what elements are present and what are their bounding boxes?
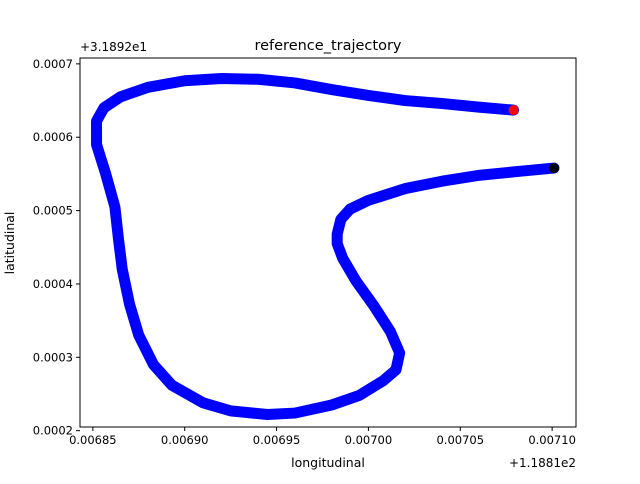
end-marker	[508, 105, 519, 116]
trajectory-point	[169, 382, 175, 388]
trajectory-point	[292, 80, 298, 86]
trajectory-point	[340, 255, 346, 261]
x-tick-label: 0.00705	[436, 433, 484, 447]
trajectory-point	[371, 303, 377, 309]
trajectory-point	[338, 216, 344, 222]
trajectory-point	[182, 78, 188, 84]
trajectory-point	[353, 277, 359, 283]
trajectory-point	[356, 392, 362, 398]
trajectory-point	[334, 231, 340, 237]
x-tick-label: 0.00700	[345, 433, 393, 447]
x-axis-ticks: 0.00685 0.00690 0.00695 0.00700 0.00705 0.007…	[69, 427, 576, 447]
trajectory-point	[365, 92, 371, 98]
trajectory-point	[397, 350, 403, 356]
x-axis-label: longitudinal	[291, 455, 365, 470]
trajectory-point	[228, 408, 234, 414]
trajectory-point	[145, 84, 151, 90]
trajectory-point	[150, 362, 156, 368]
trajectory-point	[292, 410, 298, 416]
trajectory-point	[117, 94, 123, 100]
trajectory-point	[476, 104, 482, 110]
axes-frame	[79, 57, 577, 428]
trajectory-point	[255, 76, 261, 82]
trajectory-point	[127, 301, 133, 307]
trajectory-point	[329, 402, 335, 408]
x-offset-label: +1.1881e2	[509, 456, 576, 470]
y-tick-label: 0.0007	[33, 57, 73, 71]
trajectory-line	[91, 73, 560, 421]
y-tick-label: 0.0002	[33, 424, 73, 438]
x-tick-label: 0.00690	[161, 433, 209, 447]
chart-title: reference_trajectory	[254, 38, 401, 54]
trajectory-point	[94, 142, 100, 148]
y-tick-label: 0.0006	[33, 130, 73, 144]
trajectory-point	[101, 105, 107, 111]
trajectory-point	[119, 266, 125, 272]
trajectory-point	[402, 98, 408, 104]
y-tick-label: 0.0005	[33, 204, 73, 218]
data-layer	[91, 73, 560, 421]
start-marker	[548, 163, 559, 174]
trajectory-point	[387, 329, 393, 335]
y-tick-label: 0.0003	[33, 350, 73, 364]
trajectory-point	[200, 400, 206, 406]
trajectory-point	[365, 197, 371, 203]
y-tick-label: 0.0004	[33, 277, 73, 291]
trajectory-point	[380, 378, 386, 384]
trajectory-point	[439, 178, 445, 184]
trajectory-point	[329, 87, 335, 93]
trajectory-point	[476, 172, 482, 178]
trajectory-point	[512, 169, 518, 175]
trajectory-point	[439, 100, 445, 106]
trajectory-point	[264, 412, 270, 418]
x-tick-label: 0.00695	[253, 433, 301, 447]
trajectory-point	[334, 241, 340, 247]
trajectory-point	[218, 76, 224, 82]
y-axis-label: latitudinal	[2, 212, 17, 275]
trajectory-point	[116, 237, 122, 243]
trajectory-point	[393, 367, 399, 373]
trajectory-point	[136, 332, 142, 338]
y-axis-ticks: 0.0002 0.0003 0.0004 0.0005 0.0006 0.0007	[33, 57, 80, 438]
trajectory-point	[94, 118, 100, 124]
x-tick-label: 0.00685	[69, 433, 117, 447]
x-tick-label: 0.00710	[528, 433, 576, 447]
trajectory-point	[402, 186, 408, 192]
trajectory-point	[103, 171, 109, 177]
trajectory-point	[112, 204, 118, 210]
trajectory-point	[347, 206, 353, 212]
y-offset-label: +3.1892e1	[80, 40, 147, 54]
